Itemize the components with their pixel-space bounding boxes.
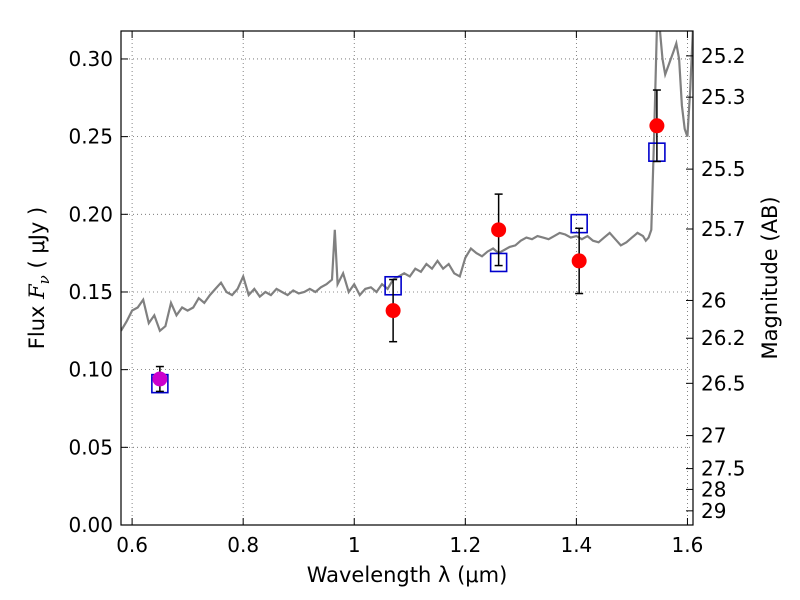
magnitude-tick-label: 28 [701,477,726,501]
magnitude-tick-label: 26.5 [701,371,746,395]
y-tick-label: 0.20 [68,202,113,226]
x-tick-label: 0.6 [116,533,148,557]
observed-photometry-point [491,222,507,238]
magnitude-tick-label: 26 [701,288,726,312]
y-tick-label: 0.05 [68,435,113,459]
magnitude-tick-label: 27.5 [701,457,746,481]
grid [121,31,693,526]
photometry-points [151,89,666,394]
x-axis-ticks: 0.6 0.8 1 1.2 1.4 1.6 [116,31,703,557]
magnitude-tick-label: 25.2 [701,44,746,68]
y-axis-ticks: 0.00 0.05 0.10 0.15 0.20 0.25 0.30 [68,47,128,537]
x-tick-label: 1.6 [672,533,704,557]
magnitude-tick-label: 26.2 [701,326,746,350]
x-axis-label: Wavelength λ (μm) [307,563,508,587]
magnitude-tick-label: 29 [701,499,726,523]
magnitude-tick-label: 25.5 [701,157,746,181]
y-tick-label: 0.30 [68,47,113,71]
spectrum-line [121,31,693,333]
right-axis-label: Magnitude (AB) [758,196,782,359]
y-tick-label: 0.00 [68,513,113,537]
y-tick-label: 0.15 [68,280,113,304]
plot-frame [120,30,694,526]
observed-photometry-point [571,253,587,269]
magnitude-tick-label: 25.7 [701,217,746,241]
y-tick-label: 0.25 [68,125,113,149]
y-tick-label: 0.10 [68,358,113,382]
model-spectrum [121,31,693,333]
y-axis-label: Flux Fν ( μJy ) [25,207,53,349]
magnitude-tick-label: 27 [701,424,726,448]
x-tick-label: 0.8 [227,533,259,557]
x-tick-label: 1.4 [560,533,592,557]
observed-photometry-point [385,303,401,319]
x-tick-label: 1.2 [449,533,481,557]
observed-photometry-point [649,118,665,134]
magnitude-tick-label: 25.3 [701,85,746,109]
x-tick-label: 1 [348,533,361,557]
observed-photometry-point [152,371,168,387]
